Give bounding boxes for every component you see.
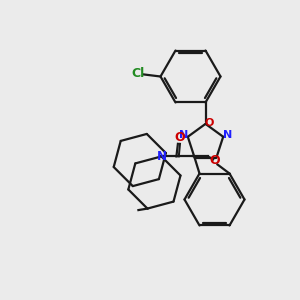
Text: N: N xyxy=(156,150,167,163)
Text: N: N xyxy=(223,130,232,140)
Text: O: O xyxy=(175,131,185,144)
Text: Cl: Cl xyxy=(131,67,145,80)
Text: O: O xyxy=(209,154,220,167)
Text: O: O xyxy=(204,118,214,128)
Text: N: N xyxy=(179,130,188,140)
